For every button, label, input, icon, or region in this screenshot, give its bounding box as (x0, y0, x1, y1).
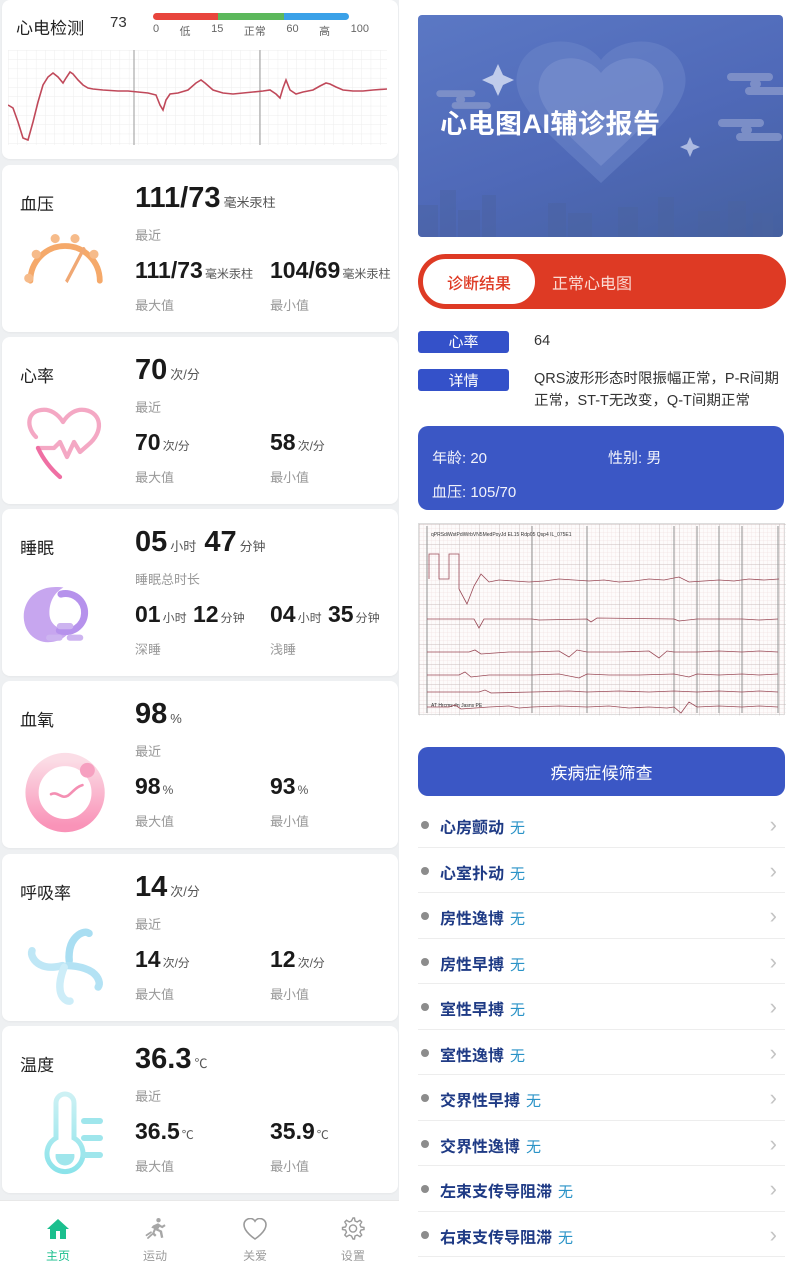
svg-text:心电图AI辅诊报告: 心电图AI辅诊报告 (440, 109, 661, 139)
svg-text:qPRSdiWstPdiWrbVN5MedPoyJd EL1: qPRSdiWstPdiWrbVN5MedPoyJd EL15 Rdp05 Qs… (431, 532, 572, 538)
